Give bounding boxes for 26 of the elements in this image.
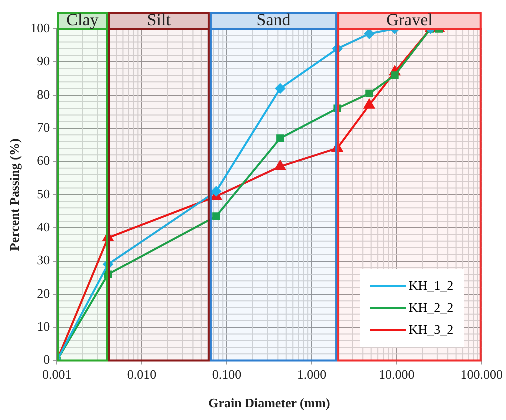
- y-tick-label: 10: [37, 319, 50, 334]
- band-label: Clay: [66, 10, 100, 30]
- band-label: Gravel: [386, 10, 434, 30]
- y-tick-label: 80: [37, 86, 50, 102]
- x-tick-label: 0.001: [42, 367, 72, 382]
- legend-label: KH_3_2: [408, 322, 454, 338]
- y-tick-label: 60: [37, 153, 50, 168]
- y-tick-label: 0: [44, 352, 50, 368]
- band-label: Sand: [256, 10, 292, 30]
- y-tick-label: 20: [37, 286, 50, 301]
- x-tick-label: 0.010: [127, 367, 157, 382]
- y-tick-label: 50: [37, 186, 50, 202]
- x-tick-label: 10.000: [379, 367, 415, 382]
- x-axis-title: Grain Diameter (mm): [208, 396, 330, 411]
- x-tick-label: 100.000: [460, 367, 503, 382]
- y-tick-label: 70: [37, 120, 50, 135]
- legend-label: KH_1_2: [408, 278, 454, 294]
- x-tick-label: 1.000: [297, 367, 327, 382]
- y-tick-label: 30: [37, 252, 50, 268]
- x-tick-label: 0.100: [212, 367, 242, 382]
- y-axis-title: Percent Passing (%): [7, 138, 22, 252]
- y-tick-label: 100: [30, 20, 50, 36]
- band-label: Silt: [147, 10, 172, 30]
- y-tick-label: 40: [37, 220, 50, 234]
- legend-label: KH_2_2: [408, 300, 454, 316]
- y-tick-label: 90: [37, 54, 50, 69]
